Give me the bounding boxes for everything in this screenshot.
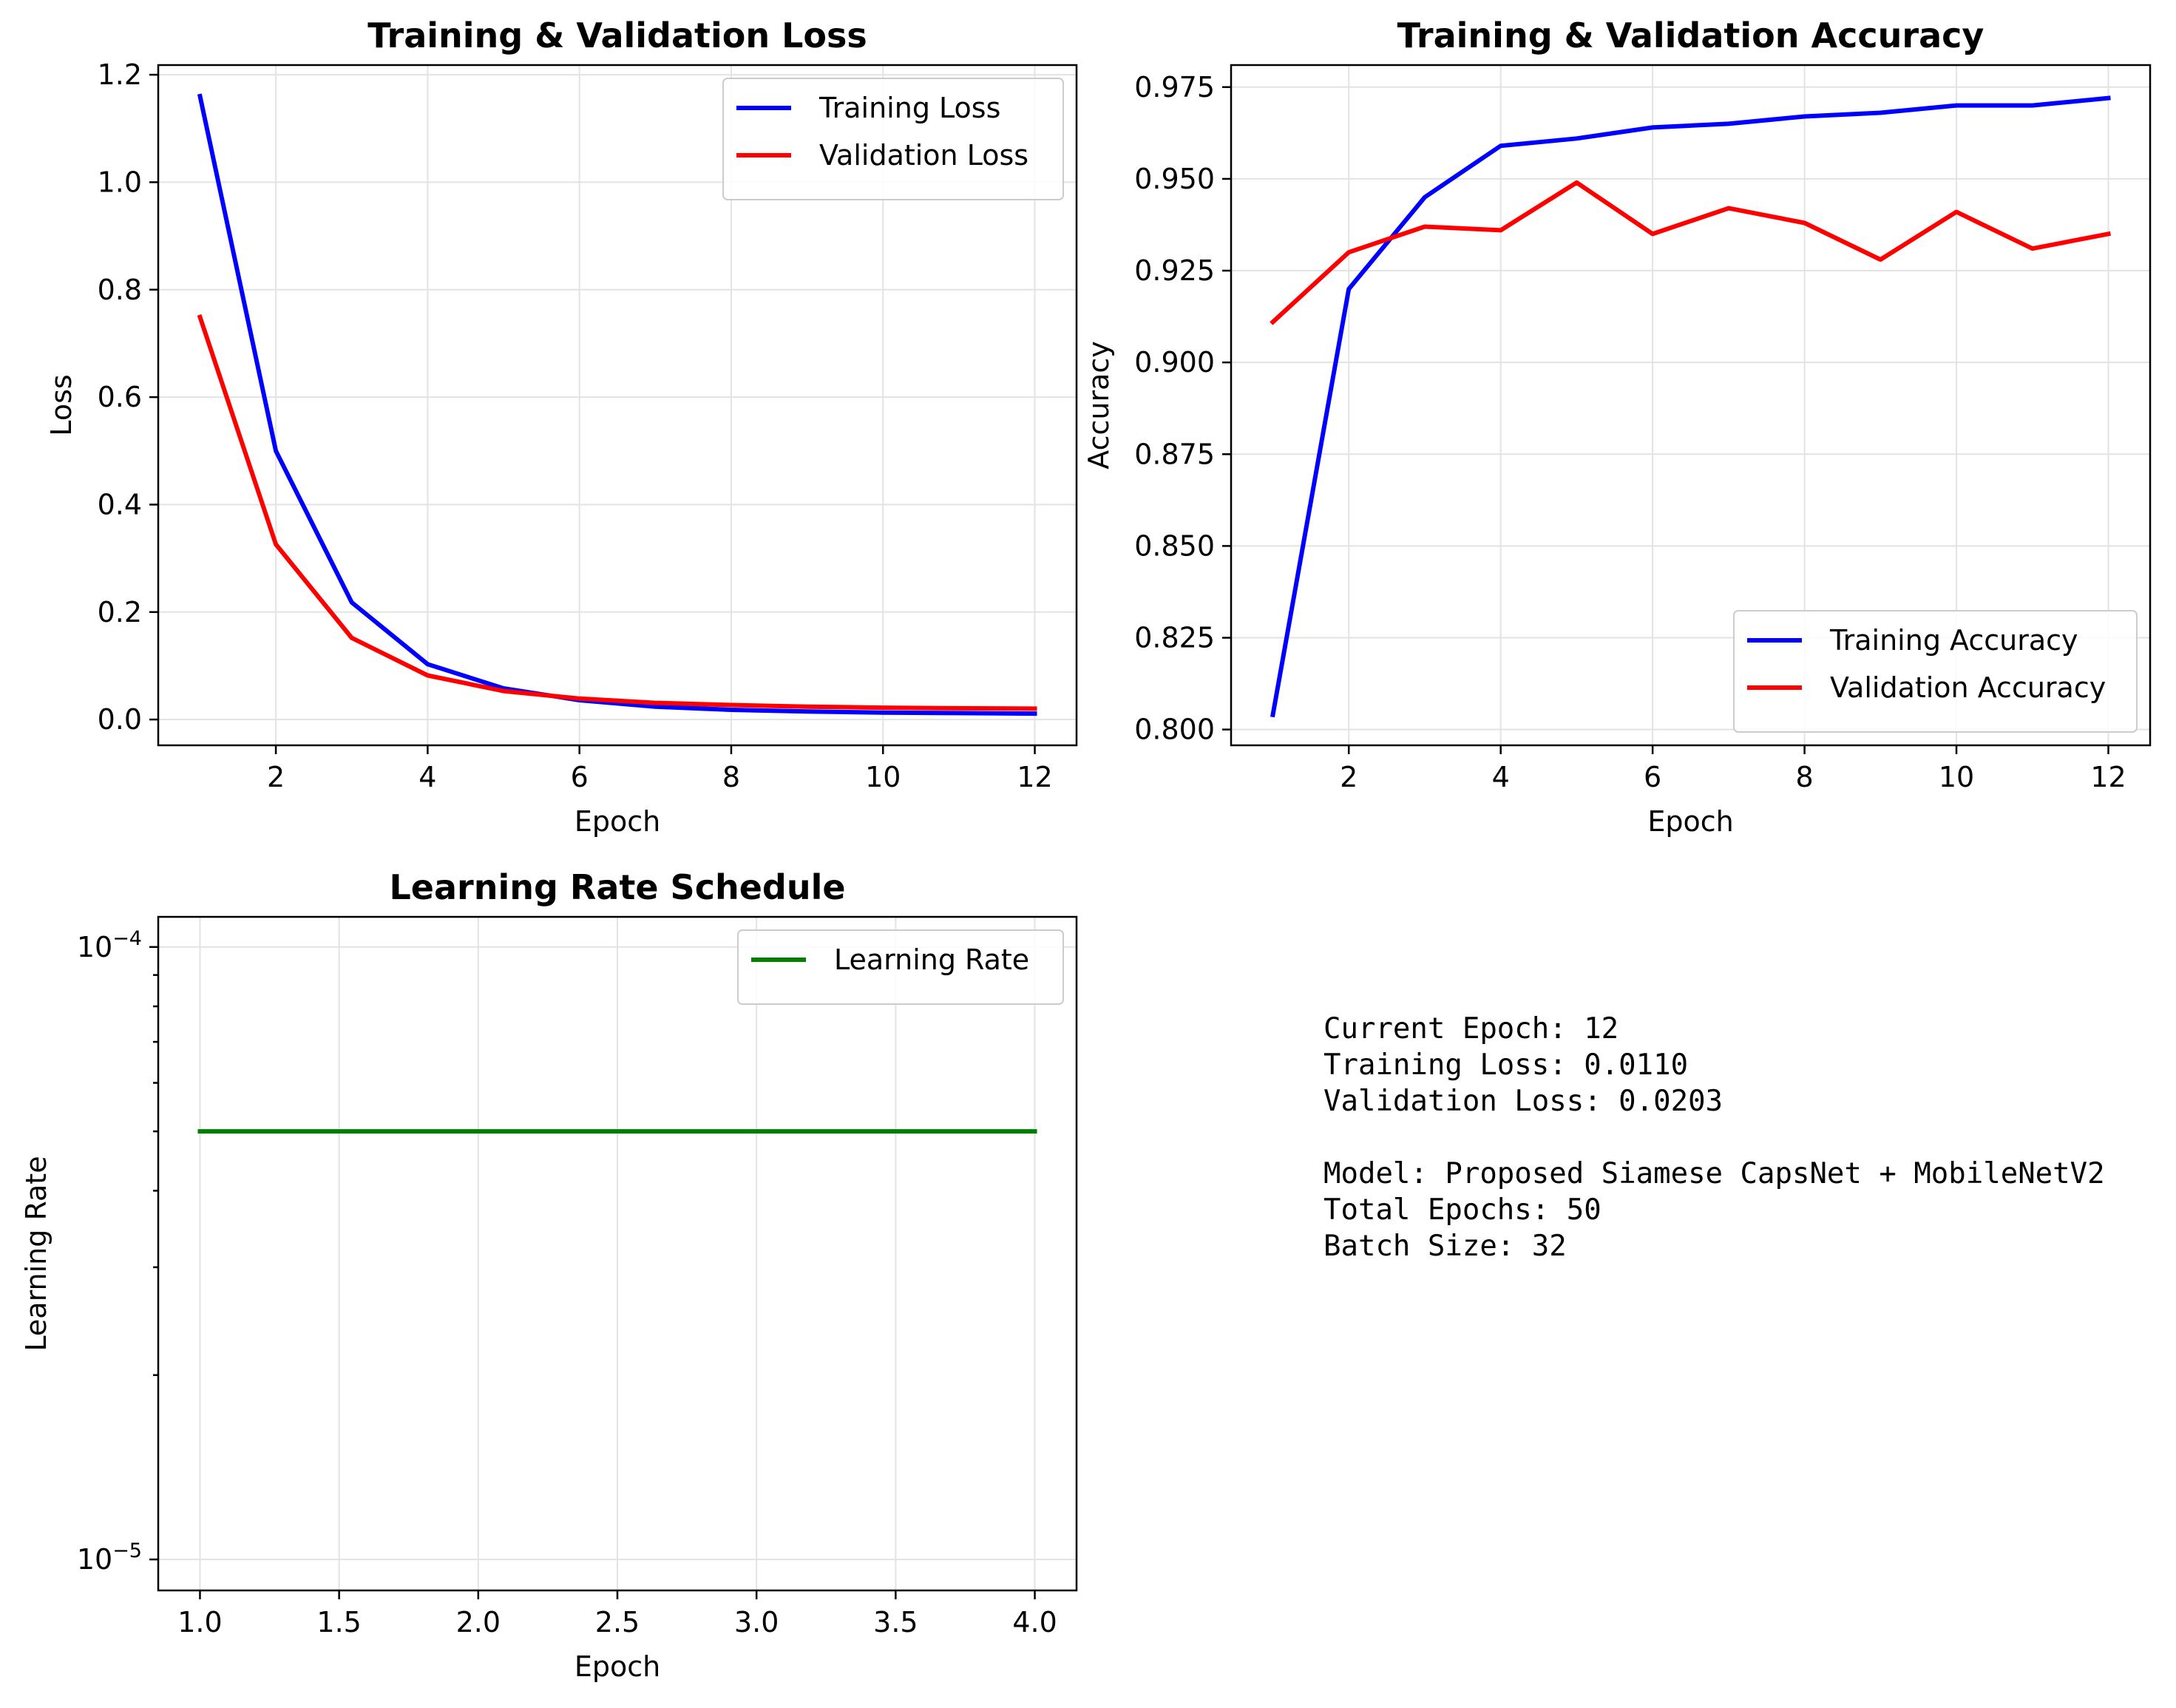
y-tick-label: 10−4	[77, 927, 142, 963]
y-tick-label: 0.2	[98, 596, 142, 628]
x-axis-label: Epoch	[1647, 805, 1733, 838]
y-tick-label: 0.875	[1134, 438, 1215, 470]
legend-box	[737, 929, 1064, 1005]
y-tick-label: 1.0	[98, 166, 142, 198]
x-tick-label: 1.0	[177, 1606, 222, 1638]
info-line: Validation Loss: 0.0203	[1323, 1085, 1723, 1118]
x-tick-label: 10	[865, 761, 901, 793]
x-tick-label: 4.0	[1012, 1606, 1057, 1638]
legend-label: Learning Rate	[834, 943, 1029, 976]
series-line-validation-loss	[197, 314, 1037, 711]
legend: Learning Rate	[737, 929, 1064, 1005]
y-axis-label: Accuracy	[1082, 341, 1115, 470]
y-tick-label: 0.850	[1134, 529, 1215, 562]
x-tick-label: 8	[722, 761, 740, 793]
info-line: Training Loss: 0.0110	[1323, 1048, 1688, 1082]
series-line-validation-accuracy	[1270, 180, 2112, 325]
chart-title: Training & Validation Loss	[367, 16, 867, 55]
chart-title: Learning Rate Schedule	[389, 867, 845, 907]
info-line: Model: Proposed Siamese CapsNet + Mobile…	[1323, 1157, 2105, 1190]
legend: Training Accuracy Validation Accuracy	[1733, 610, 2138, 733]
y-tick-label: 0.950	[1134, 163, 1215, 195]
series-line-training-loss	[197, 93, 1037, 716]
y-tick-label: 0.925	[1134, 254, 1215, 287]
y-tick-label: 0.0	[98, 703, 142, 736]
chart-training-validation-accuracy: 2 4 6 8 10 12 0.800 0.825 0.850 0.875 0.900 0.925 0.…	[1082, 16, 2152, 838]
x-tick-label: 8	[1795, 761, 1813, 793]
y-tick-label: 0.825	[1134, 622, 1215, 654]
x-tick-label: 3.0	[734, 1606, 779, 1638]
chart-title: Training & Validation Accuracy	[1397, 16, 1985, 55]
x-tick-label: 3.5	[873, 1606, 918, 1638]
y-tick-label: 0.900	[1134, 346, 1215, 379]
y-tick-label: 0.975	[1134, 71, 1215, 104]
y-tick-label: 10−5	[77, 1539, 142, 1576]
x-axis-label: Epoch	[574, 1650, 660, 1683]
x-tick-label: 12	[1017, 761, 1052, 793]
plot-frame	[157, 64, 1078, 747]
legend-box	[722, 78, 1064, 200]
x-tick-label: 2	[1340, 761, 1358, 793]
y-tick-label: 1.2	[98, 58, 142, 91]
series-line-training-accuracy	[1270, 95, 2111, 718]
y-axis-label: Learning Rate	[20, 1156, 52, 1351]
chart-training-validation-loss: 2 4 6 8 10 12 0.0 0.2 0.4 0.6 0.8 1.0 1.2 Training & …	[45, 16, 1078, 838]
info-line: Current Epoch: 12	[1323, 1012, 1619, 1046]
x-tick-label: 10	[1939, 761, 1974, 793]
x-tick-label: 6	[571, 761, 589, 793]
info-line: Batch Size: 32	[1323, 1230, 1567, 1263]
x-tick-label: 1.5	[316, 1606, 361, 1638]
x-tick-label: 4	[418, 761, 436, 793]
y-tick-label: 0.4	[98, 488, 142, 521]
legend-label: Training Accuracy	[1829, 624, 2078, 657]
legend: Training Loss Validation Loss	[722, 78, 1064, 200]
legend-label: Validation Loss	[819, 139, 1028, 172]
x-tick-label: 6	[1644, 761, 1661, 793]
legend-label: Training Loss	[818, 92, 1000, 124]
info-line: Total Epochs: 50	[1323, 1193, 1602, 1227]
legend-label: Validation Accuracy	[1830, 671, 2106, 704]
chart-learning-rate-schedule: 1.0 1.5 2.0 2.5 3.0 3.5 4.0 10−5 10−4 Learning Ra…	[20, 867, 1078, 1683]
plot-frame	[1230, 64, 2152, 747]
legend-box	[1733, 610, 2138, 733]
y-tick-label: 0.8	[98, 274, 142, 306]
x-tick-label: 2.5	[595, 1606, 640, 1638]
x-tick-label: 12	[2090, 761, 2126, 793]
y-tick-label: 0.6	[98, 381, 142, 413]
x-axis-label: Epoch	[574, 805, 660, 838]
x-tick-label: 2.0	[456, 1606, 501, 1638]
y-axis-label: Loss	[45, 374, 78, 436]
y-tick-label: 0.800	[1134, 714, 1215, 746]
x-tick-label: 4	[1492, 761, 1510, 793]
x-tick-label: 2	[267, 761, 285, 793]
